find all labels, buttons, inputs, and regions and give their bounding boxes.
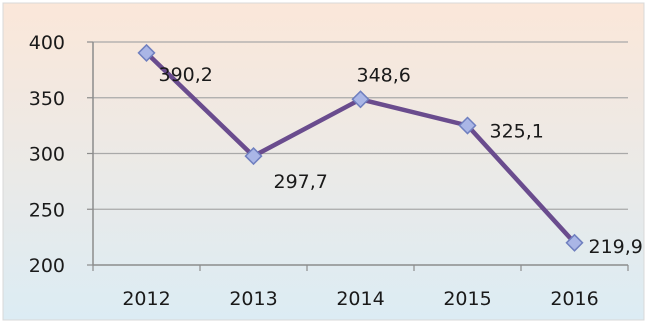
x-tick-label: 2015 (443, 288, 491, 310)
y-tick-label: 300 (29, 144, 65, 166)
x-tick-label: 2016 (550, 288, 598, 310)
data-series (137, 43, 584, 252)
data-label: 219,9 (589, 236, 643, 258)
data-label: 297,7 (274, 171, 328, 193)
y-tick-label: 400 (29, 32, 65, 54)
axes (87, 41, 629, 271)
data-label: 390,2 (159, 64, 213, 86)
data-point-marker (244, 147, 263, 166)
data-point-marker (137, 43, 156, 62)
data-point-marker (351, 90, 370, 109)
x-tick-label: 2013 (229, 288, 277, 310)
data-point-marker (565, 233, 584, 252)
y-tick-label: 200 (29, 255, 65, 277)
y-tick-label: 350 (29, 88, 65, 110)
data-point-marker (458, 116, 477, 135)
data-labels: 390,2 297,7 348,6 325,1 219,9 (159, 64, 643, 258)
data-label: 325,1 (490, 121, 544, 143)
x-tick-label: 2012 (122, 288, 170, 310)
data-label: 348,6 (357, 64, 411, 86)
y-axis-tick-labels: 200 250 300 350 400 (29, 32, 65, 277)
x-axis-tick-labels: 2012 2013 2014 2015 2016 (122, 288, 598, 310)
y-tick-label: 250 (29, 199, 65, 221)
x-tick-label: 2014 (336, 288, 384, 310)
